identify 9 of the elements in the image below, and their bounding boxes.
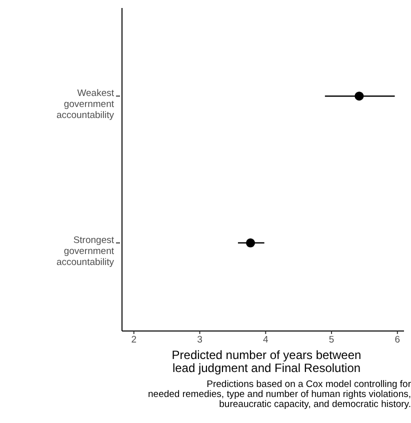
x-axis-title: Predicted number of years between lead judgment and Final Resolution <box>170 348 362 375</box>
x-tick-label: 5 <box>328 334 334 346</box>
text: Predictions based on a Cox model controlling for needed remedies, type and number of human rights violations, bureaucratic capacity, and democratic history. <box>147 379 411 410</box>
y-tick-label: Strongest government accountability <box>56 234 114 268</box>
x-tick-label: 4 <box>262 334 268 346</box>
y-tick-label: Weakest government accountability <box>56 88 114 122</box>
x-tick-label: 3 <box>197 334 202 346</box>
x-tick-label: 6 <box>394 334 400 346</box>
x-tick-label: 2 <box>131 334 137 346</box>
